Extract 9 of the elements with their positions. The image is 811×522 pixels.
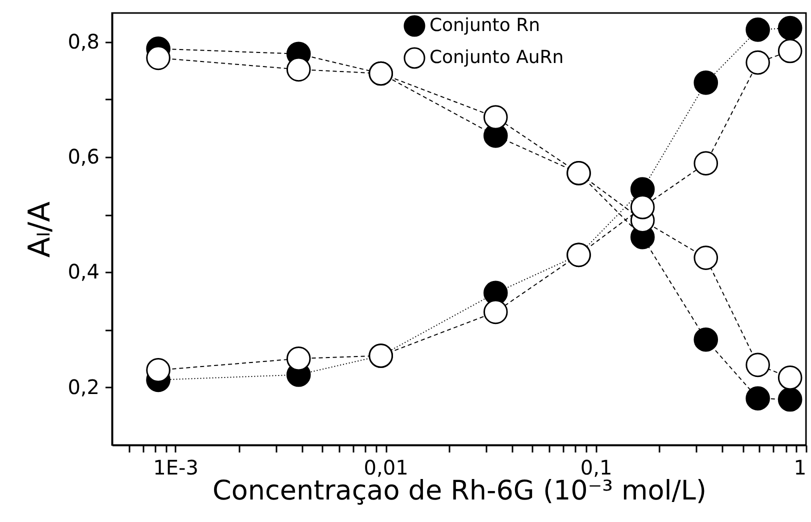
y-axis-title: Aₗ/A [22, 200, 58, 258]
x-tick-label: 1E-3 [153, 456, 198, 480]
y-tick-label: 0,8 [68, 29, 100, 54]
y-tick-label: 0,2 [68, 374, 100, 399]
x-tick-label: 1 [794, 456, 806, 480]
y-tick-label: 0,4 [68, 260, 100, 284]
legend-label: Conjunto Rn [429, 15, 540, 36]
y-tick-label: 0,6 [68, 144, 100, 168]
legend-label: Conjunto AuRn [429, 47, 564, 68]
